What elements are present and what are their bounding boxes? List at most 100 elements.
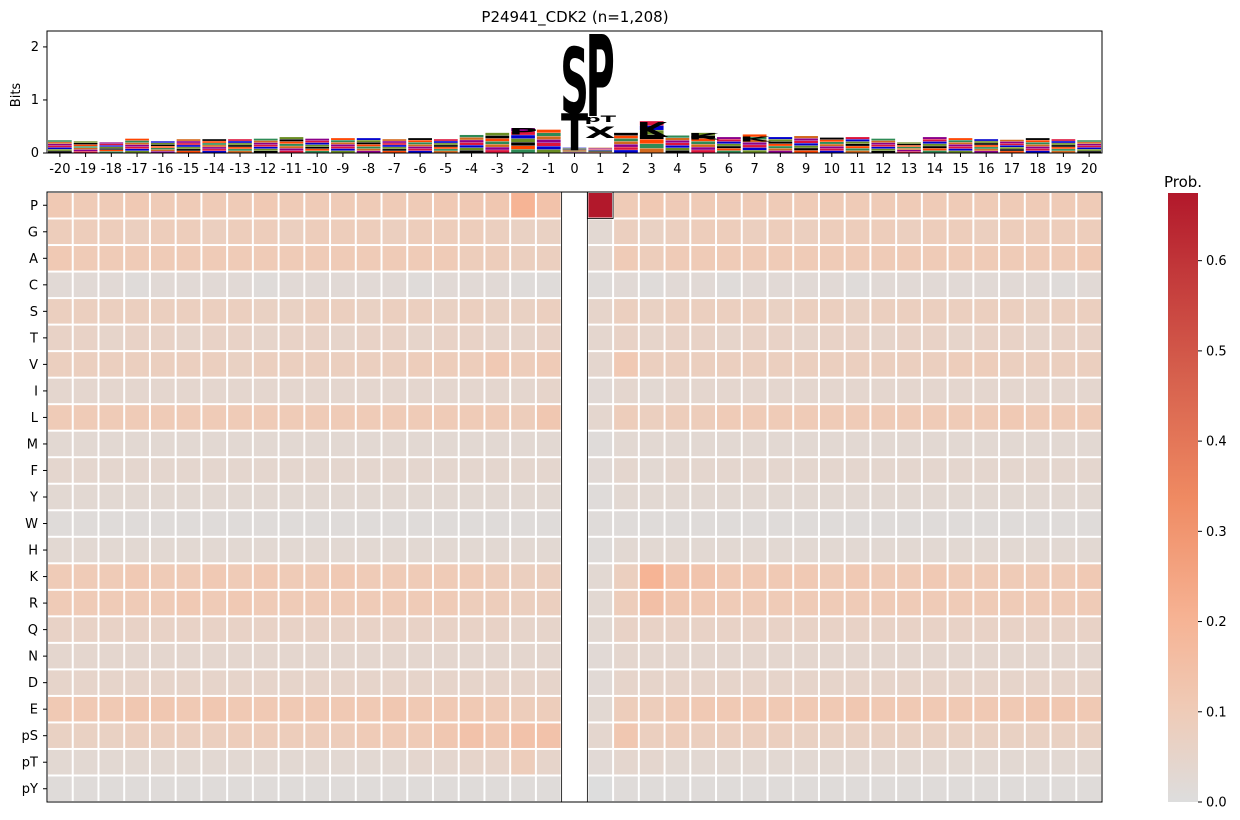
logo-background-letter <box>562 152 587 153</box>
heatmap-cell <box>150 325 175 351</box>
heatmap-cell <box>536 484 561 510</box>
heatmap-cell <box>665 352 690 377</box>
heatmap-cell <box>73 670 98 695</box>
heatmap-cell <box>202 405 227 430</box>
logo-background-letter <box>588 149 613 151</box>
heatmap-cell <box>1077 511 1101 536</box>
heatmap-row-label: Y <box>29 491 38 506</box>
heatmap-cell <box>871 564 896 589</box>
heatmap-cell <box>511 617 535 642</box>
heatmap-cell <box>176 405 201 430</box>
heatmap-cell <box>588 564 613 589</box>
heatmap-cell <box>922 193 947 218</box>
heatmap-cell <box>382 723 407 748</box>
heatmap-cell <box>150 299 175 324</box>
logo-background-letter <box>228 149 252 151</box>
heatmap-cell <box>922 511 947 536</box>
logo-x-tick-label: -3 <box>491 162 504 177</box>
heatmap-cell <box>176 749 201 775</box>
heatmap-cell <box>305 511 330 536</box>
logo-background-letter <box>794 138 818 141</box>
logo-background-letter <box>202 151 227 153</box>
heatmap-cell <box>691 643 716 669</box>
logo-background-letter <box>485 144 510 147</box>
heatmap-cell <box>897 272 921 298</box>
logo-background-letter <box>845 137 870 140</box>
heatmap-cell <box>331 352 355 377</box>
heatmap-cell <box>73 246 98 271</box>
heatmap-cell <box>1000 299 1024 324</box>
heatmap-cell <box>48 776 72 801</box>
heatmap-cell <box>485 590 510 616</box>
heatmap-cell <box>305 590 330 616</box>
heatmap-cell <box>536 272 561 298</box>
logo-background-letter <box>536 129 561 133</box>
heatmap-cell <box>922 749 947 775</box>
logo-letter: P <box>508 126 537 136</box>
logo-background-letter <box>433 143 458 145</box>
heatmap-cell <box>665 537 690 563</box>
logo-background-letter <box>1051 151 1076 153</box>
logo-background-letter <box>717 150 741 153</box>
heatmap-cell <box>228 458 252 483</box>
heatmap-cell <box>639 511 664 536</box>
heatmap-cell <box>228 405 252 430</box>
heatmap-cell <box>356 299 381 324</box>
heatmap-cell <box>1077 405 1101 430</box>
heatmap-cell <box>459 670 484 695</box>
logo-letter: K <box>636 119 669 142</box>
heatmap-cell <box>665 219 690 245</box>
heatmap-cell-empty <box>561 669 588 696</box>
heatmap-cell <box>1077 272 1101 298</box>
logo-background-letter <box>1077 143 1101 146</box>
logo-background-letter <box>125 150 149 153</box>
heatmap-row-label: D <box>28 676 38 691</box>
logo-x-tick-label: 11 <box>849 162 866 177</box>
heatmap-cell <box>202 246 227 271</box>
logo-x-tick-label: 14 <box>926 162 943 177</box>
heatmap-cell <box>1025 776 1050 801</box>
logo-background-letter <box>48 151 72 153</box>
logo-background-letter <box>73 146 98 148</box>
heatmap-cell <box>845 484 870 510</box>
heatmap-cell <box>717 193 741 218</box>
heatmap-cell <box>1000 219 1024 245</box>
heatmap-cell <box>742 749 767 775</box>
heatmap-cell <box>1025 431 1050 457</box>
heatmap-cell <box>871 272 896 298</box>
logo-background-letter <box>742 142 767 145</box>
heatmap-cell <box>202 431 227 457</box>
heatmap-cell <box>125 219 149 245</box>
heatmap-cell <box>433 617 458 642</box>
logo-background-letter <box>871 148 896 151</box>
heatmap-cell <box>176 723 201 748</box>
logo-background-letter <box>897 146 921 149</box>
heatmap-cell <box>871 458 896 483</box>
heatmap-cell <box>279 643 304 669</box>
heatmap-cell <box>202 484 227 510</box>
heatmap-cell <box>1025 617 1050 642</box>
heatmap-cell <box>99 617 124 642</box>
heatmap-cell <box>253 299 278 324</box>
logo-x-tick-label: 18 <box>1029 162 1046 177</box>
heatmap-cell <box>408 352 432 377</box>
heatmap-cell <box>871 749 896 775</box>
heatmap-cell <box>1051 723 1076 748</box>
heatmap-cell <box>356 723 381 748</box>
heatmap-cell <box>1077 749 1101 775</box>
heatmap-cell <box>588 670 613 695</box>
heatmap-cell <box>433 776 458 801</box>
heatmap-cell <box>228 272 252 298</box>
heatmap-cell <box>125 458 149 483</box>
logo-background-letter <box>48 140 72 142</box>
heatmap-cell <box>73 219 98 245</box>
heatmap-cell <box>639 537 664 563</box>
logo-background-letter <box>1077 145 1101 148</box>
heatmap-cell <box>176 352 201 377</box>
heatmap-cell <box>768 564 793 589</box>
heatmap-cell <box>202 537 227 563</box>
heatmap-cell <box>356 564 381 589</box>
heatmap-cell <box>176 193 201 218</box>
heatmap-cell <box>433 511 458 536</box>
heatmap-cell <box>279 299 304 324</box>
